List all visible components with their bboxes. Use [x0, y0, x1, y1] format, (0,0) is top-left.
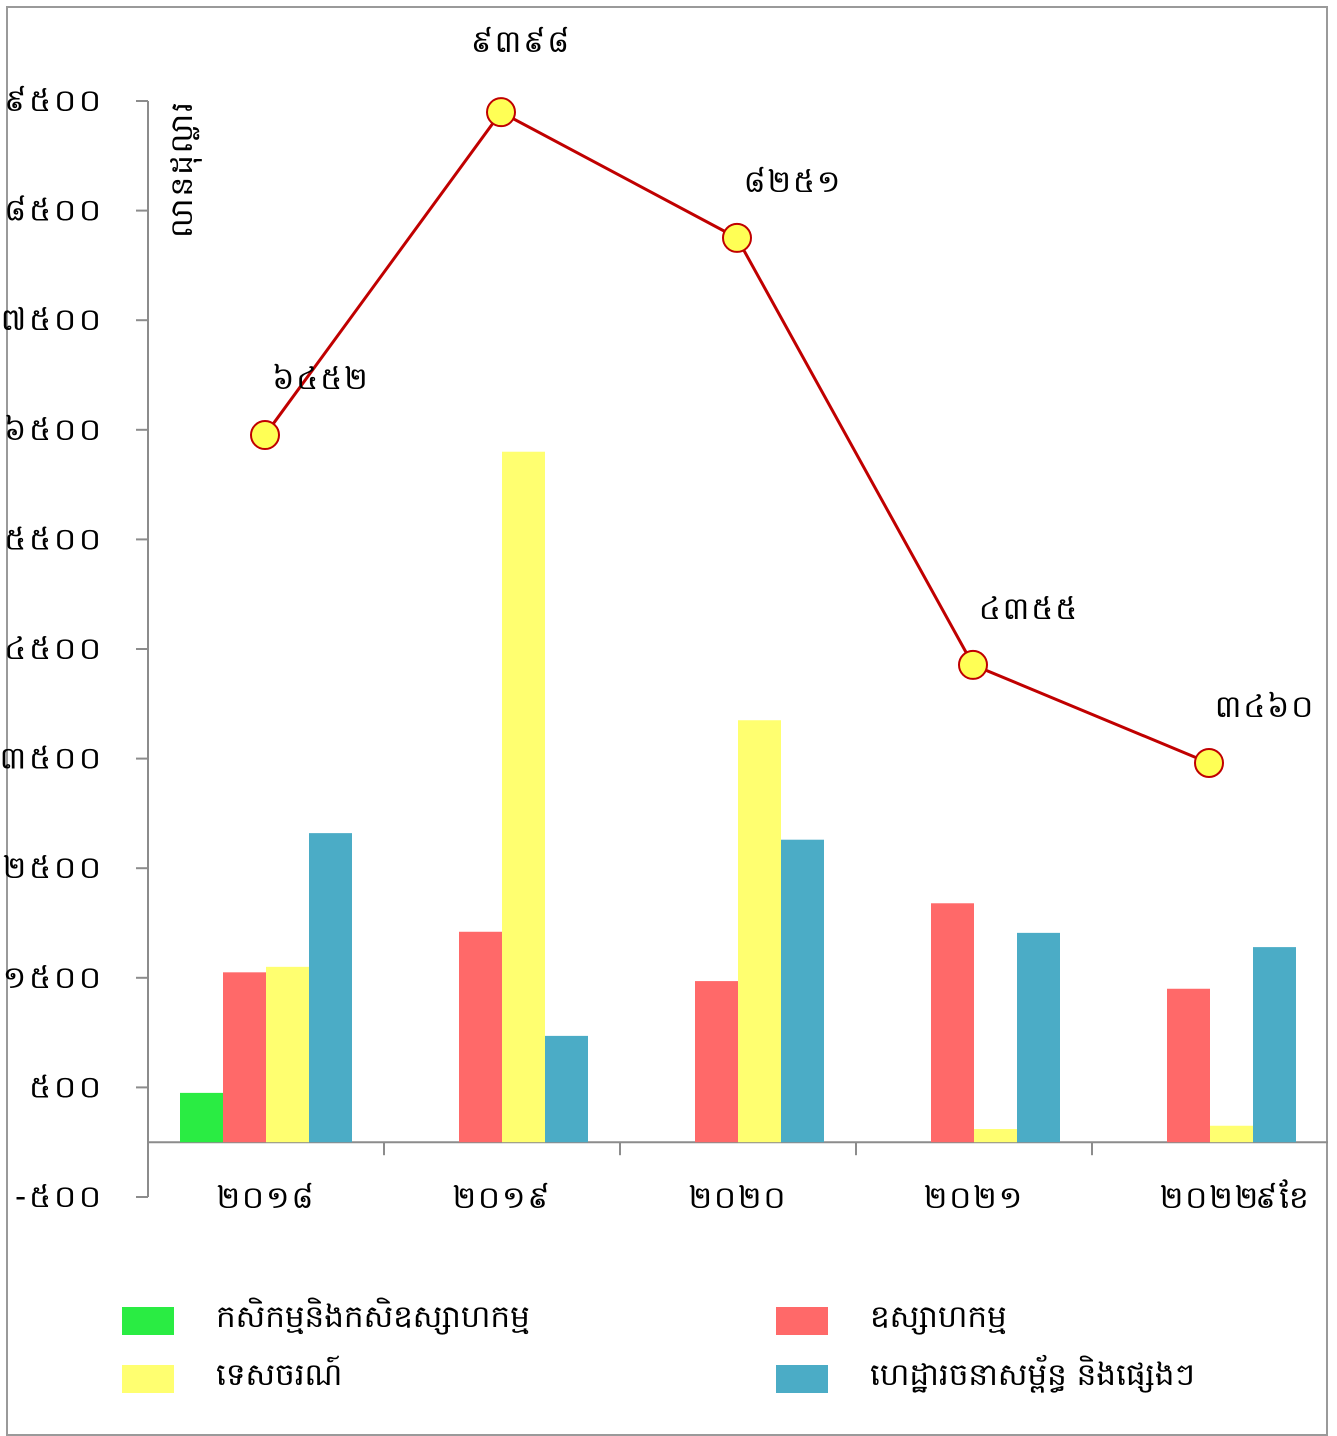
y-tick-label: -៥០០ [15, 1179, 104, 1215]
line-point [486, 97, 516, 128]
line-point [250, 420, 280, 451]
line-data-label: ៣៤៦០ [1215, 689, 1315, 725]
total-line-path [263, 110, 1210, 765]
y-tick-label: ៥៥០០ [4, 521, 104, 557]
legend-label-infrastructure: ហេដ្ឋារចនាសម្ព័ន្ធ និងផ្សេងៗ [870, 1357, 1195, 1393]
legend-label-tourism: ទេសចរណ៍ [216, 1357, 343, 1393]
legend-swatch-industry [776, 1306, 828, 1335]
bar [266, 966, 309, 1143]
legend-swatch-agriculture [122, 1306, 174, 1335]
bar [931, 903, 974, 1143]
y-tick-label: ៧៥០០ [1, 302, 104, 338]
bar [1210, 1125, 1253, 1143]
legend-item-agriculture: កសិកម្មនិងកសិឧស្សាហកម្ម [122, 1298, 530, 1343]
legend-item-infrastructure: ហេដ្ឋារចនាសម្ព័ន្ធ និងផ្សេងៗ [776, 1356, 1195, 1401]
bar [309, 833, 352, 1143]
x-tick-label-suffix: ៩ខែ [1255, 1179, 1310, 1216]
bar [1017, 932, 1060, 1143]
x-tick-label: ២០២១ [924, 1180, 1024, 1216]
bar [180, 1092, 223, 1143]
legend-label-industry: ឧស្សាហកម្ម [870, 1299, 1007, 1335]
total-line [250, 97, 1224, 778]
y-tick-label: ៩៥០០ [4, 83, 104, 119]
x-tick-label: ២០១៩ [453, 1180, 552, 1216]
x-tick-label: ២០១៨ [217, 1180, 316, 1216]
y-tick-label: ៤៥០០ [4, 631, 104, 667]
y-axis-title: លានដុល្លារ [164, 100, 202, 238]
legend-item-industry: ឧស្សាហកម្ម [776, 1298, 1007, 1343]
line-point [958, 649, 988, 680]
legend-item-tourism: ទេសចរណ៍ [122, 1356, 342, 1401]
bar [545, 1035, 588, 1143]
y-tick-label: ៥០០ [29, 1069, 104, 1105]
bar [459, 931, 502, 1143]
bar [223, 972, 266, 1143]
legend-label-agriculture: កសិកម្មនិងកសិឧស្សាហកម្ម [216, 1299, 530, 1335]
y-tick-label: ៨៥០០ [4, 193, 104, 229]
legend-swatch-tourism [122, 1364, 174, 1393]
y-tick-label: ៣៥០០ [0, 741, 104, 777]
y-tick-label: ២៥០០ [3, 850, 104, 886]
legend: កសិកម្មនិងកសិឧស្សាហកម្ម ឧស្សាហកម្ម ទេសចរ… [0, 1280, 1337, 1400]
line-data-label: ៤៣៥៥ [979, 591, 1079, 627]
x-tick-label: ២០២០ [689, 1180, 788, 1216]
line-point [722, 222, 752, 253]
bar [695, 981, 738, 1143]
bar [738, 720, 781, 1143]
bar [781, 839, 824, 1143]
y-tick-label: ១៥០០ [3, 960, 104, 996]
labels: -៥០០៥០០១៥០០២៥០០៣៥០០៤៥០០៥៥០០៦៥០០៧៥០០៨៥០០៩… [0, 24, 1315, 1216]
line-data-label: ៦៤៥២ [272, 361, 369, 397]
bar [502, 451, 545, 1143]
bars [180, 451, 1296, 1143]
chart: -៥០០៥០០១៥០០២៥០០៣៥០០៤៥០០៥៥០០៦៥០០៧៥០០៨៥០០៩… [0, 24, 1328, 1216]
y-tick-label: ៦៥០០ [4, 412, 104, 448]
legend-swatch-infrastructure [776, 1364, 828, 1393]
bar [1253, 947, 1296, 1143]
bar [1167, 988, 1210, 1143]
x-tick-label: ២០២២ [1160, 1180, 1260, 1216]
line-data-label: ៩៣៩៨ [471, 24, 571, 60]
bar [974, 1129, 1017, 1143]
line-data-label: ៨២៥១ [744, 164, 843, 200]
line-point [1194, 747, 1224, 778]
